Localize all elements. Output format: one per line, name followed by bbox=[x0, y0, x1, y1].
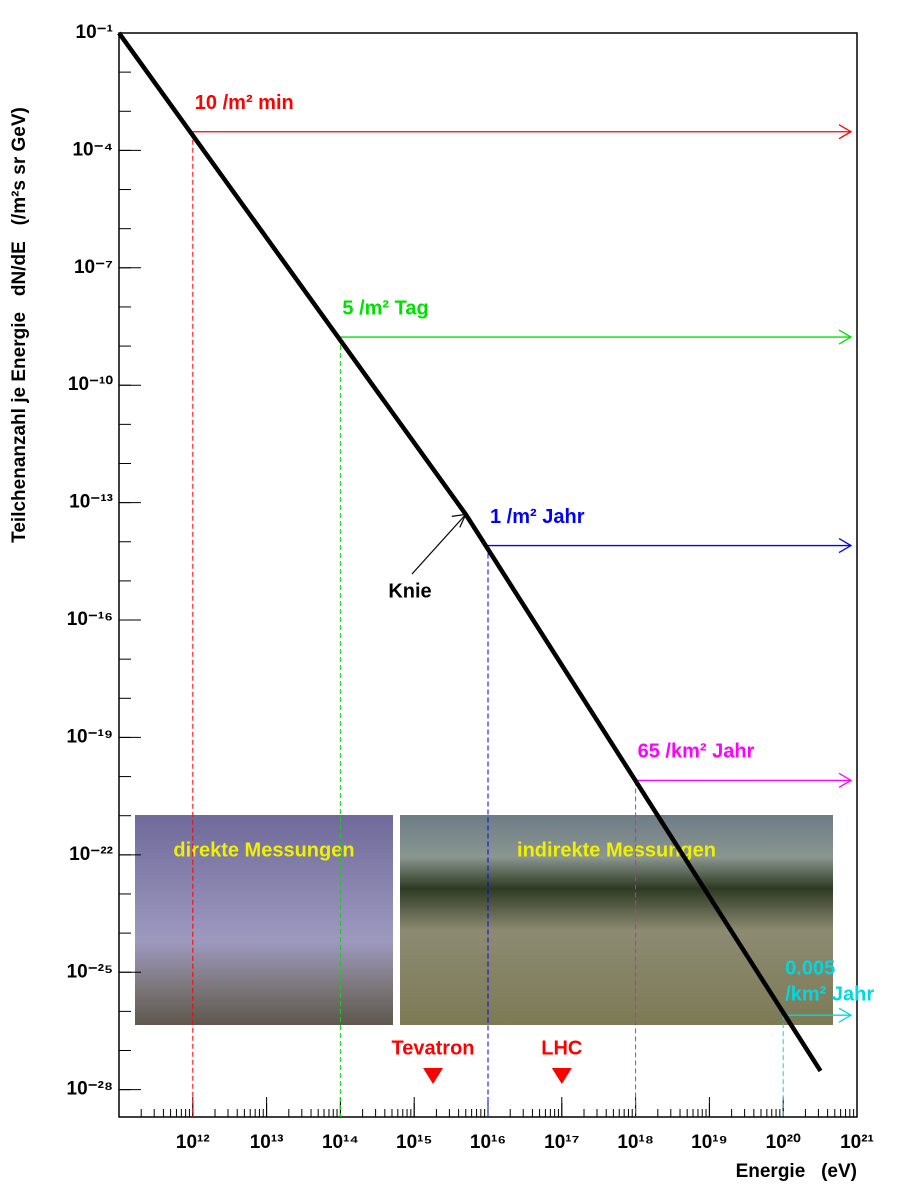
x-tick-label: 10²¹ bbox=[840, 1132, 874, 1153]
y-tick-label: 10⁻²⁵ bbox=[67, 961, 113, 982]
photo-label: indirekte Messungen bbox=[517, 839, 716, 861]
x-tick-label: 10¹⁵ bbox=[396, 1132, 432, 1153]
rate-arrow-head bbox=[838, 772, 853, 788]
background: direkte Messungen indirekte Messungen bbox=[135, 815, 833, 1025]
x-tick-label: 10¹⁸ bbox=[617, 1132, 653, 1153]
x-tick-label: 10¹² bbox=[176, 1132, 210, 1153]
rate-label: 5 /m² Tag bbox=[342, 297, 428, 319]
rate-label: 65 /km² Jahr bbox=[638, 741, 755, 763]
photo bbox=[135, 815, 393, 1025]
rate-arrow-head bbox=[838, 537, 853, 554]
foreground: 10¹² 10¹³ 10¹⁴ 10¹⁵ 10¹⁶ 10¹⁷ 10¹⁸ 10¹⁹ 10²⁰ 10²¹… bbox=[9, 22, 874, 1182]
y-tick-label: 10⁻¹⁹ bbox=[66, 726, 113, 747]
y-tick-label: 10⁻²² bbox=[69, 844, 113, 865]
y-tick-label: 10⁻¹⁶ bbox=[67, 609, 113, 630]
y-tick-label: 10⁻¹⁰ bbox=[68, 374, 113, 395]
x-tick-label: 10¹⁷ bbox=[544, 1132, 579, 1153]
x-tick-label: 10¹⁶ bbox=[470, 1132, 506, 1153]
y-tick-label: 10⁻¹³ bbox=[69, 492, 113, 513]
y-axis-label: Teilchenanzahl je Energie dN/dE (/m²s sr… bbox=[9, 107, 30, 543]
knee-arrow bbox=[411, 513, 467, 575]
rate-arrow-head bbox=[838, 329, 853, 345]
rate-label: 10 /m² min bbox=[195, 92, 294, 114]
y-tick-label: 10⁻¹ bbox=[76, 22, 114, 43]
rate-label: 0.005 bbox=[785, 957, 835, 979]
y-tick-label: 10⁻⁴ bbox=[72, 139, 113, 160]
accelerator-marker bbox=[551, 1068, 572, 1084]
accelerator-label: Tevatron bbox=[392, 1037, 475, 1059]
rate-label: 1 /m² Jahr bbox=[490, 506, 585, 528]
photo-label: direkte Messungen bbox=[173, 839, 354, 861]
accelerator-marker bbox=[423, 1068, 444, 1084]
x-tick-label: 10¹⁴ bbox=[322, 1132, 359, 1153]
y-tick-label: 10⁻²⁸ bbox=[67, 1079, 113, 1100]
knee-label: Knie bbox=[388, 580, 431, 602]
rate-arrow-head bbox=[838, 1007, 853, 1023]
x-axis-label: Energie (eV) bbox=[736, 1161, 857, 1182]
accelerator-label: LHC bbox=[541, 1037, 582, 1059]
rate-label: /km² Jahr bbox=[785, 983, 874, 1005]
y-tick-label: 10⁻⁷ bbox=[74, 257, 113, 278]
x-tick-label: 10¹⁹ bbox=[691, 1132, 727, 1153]
photo bbox=[400, 815, 833, 1025]
knee-arrow-head bbox=[451, 513, 467, 528]
rate-arrow-head bbox=[838, 124, 853, 140]
x-tick-label: 10¹³ bbox=[250, 1132, 284, 1153]
x-tick-label: 10²⁰ bbox=[766, 1132, 801, 1153]
